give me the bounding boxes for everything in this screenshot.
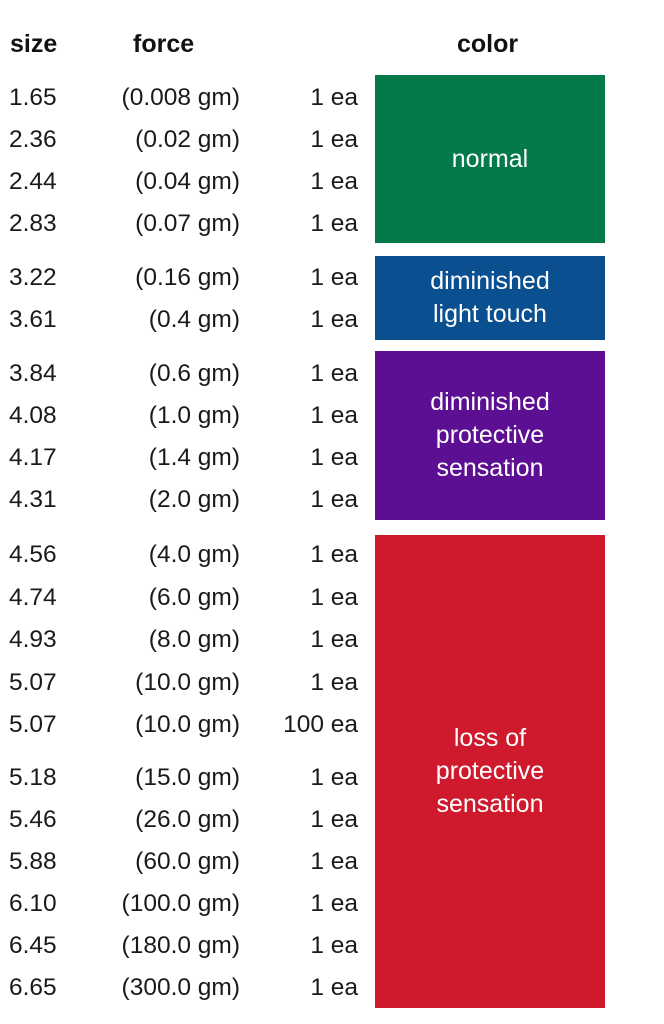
table-row: 6.10 (100.0 gm) 1 ea [0,888,372,920]
quantity-cell: 1 ea [310,360,358,387]
table-row: 5.07 (10.0 gm) 1 ea [0,667,372,699]
size-column-header: size [10,30,58,58]
force-cell: (10.0 gm) [135,669,240,696]
size-cell: 4.93 [9,626,57,653]
size-cell: 6.65 [9,974,57,1001]
size-cell: 3.61 [9,306,57,333]
band-label: diminished light touch [430,267,550,328]
band-label: loss of protective sensation [435,724,545,818]
band-loss-of-protective-sensation: loss of protective sensation [375,535,605,1008]
quantity-cell: 1 ea [310,848,358,875]
band-diminished-protective-sensation: diminished protective sensation [375,351,605,520]
band-normal: normal [375,75,605,243]
size-cell: 6.10 [9,890,57,917]
size-cell: 1.65 [9,84,57,111]
table-row: 2.36 (0.02 gm) 1 ea [0,124,372,156]
quantity-cell: 1 ea [310,402,358,429]
table-row: 4.17 (1.4 gm) 1 ea [0,442,372,474]
quantity-cell: 1 ea [310,210,358,237]
force-cell: (0.07 gm) [135,210,240,237]
force-cell: (60.0 gm) [135,848,240,875]
table-row: 3.22 (0.16 gm) 1 ea [0,262,372,294]
quantity-cell: 1 ea [310,126,358,153]
table-row: 5.07 (10.0 gm) 100 ea [0,709,372,741]
table-row: 4.08 (1.0 gm) 1 ea [0,400,372,432]
table-row: 4.93 (8.0 gm) 1 ea [0,624,372,656]
force-cell: (300.0 gm) [121,974,240,1001]
table-row: 5.18 (15.0 gm) 1 ea [0,762,372,794]
size-cell: 4.31 [9,486,57,513]
force-cell: (10.0 gm) [135,711,240,738]
color-column-header: color [457,30,519,58]
quantity-cell: 1 ea [310,890,358,917]
table-row: 2.44 (0.04 gm) 1 ea [0,166,372,198]
table-row: 4.56 (4.0 gm) 1 ea [0,539,372,571]
band-diminished-light-touch: diminished light touch [375,256,605,340]
quantity-cell: 1 ea [310,669,358,696]
size-cell: 5.07 [9,711,57,738]
quantity-cell: 1 ea [310,84,358,111]
quantity-cell: 1 ea [310,541,358,568]
force-cell: (0.16 gm) [135,264,240,291]
size-cell: 5.46 [9,806,57,833]
size-cell: 2.83 [9,210,57,237]
force-cell: (0.4 gm) [148,306,240,333]
force-cell: (0.02 gm) [135,126,240,153]
force-cell: (1.4 gm) [148,444,240,471]
table-row: 2.83 (0.07 gm) 1 ea [0,208,372,240]
table-row: 6.45 (180.0 gm) 1 ea [0,930,372,962]
force-cell: (1.0 gm) [148,402,240,429]
size-cell: 4.08 [9,402,57,429]
force-cell: (2.0 gm) [148,486,240,513]
size-cell: 2.44 [9,168,57,195]
size-cell: 5.88 [9,848,57,875]
force-cell: (15.0 gm) [135,764,240,791]
table-row: 3.84 (0.6 gm) 1 ea [0,358,372,390]
size-cell: 2.36 [9,126,57,153]
force-cell: (4.0 gm) [148,541,240,568]
quantity-cell: 1 ea [310,584,358,611]
force-cell: (100.0 gm) [121,890,240,917]
force-column-header: force [133,30,195,58]
table-row: 3.61 (0.4 gm) 1 ea [0,304,372,336]
table-row: 4.74 (6.0 gm) 1 ea [0,582,372,614]
quantity-cell: 100 ea [283,711,358,738]
size-cell: 4.74 [9,584,57,611]
size-cell: 5.18 [9,764,57,791]
size-cell: 6.45 [9,932,57,959]
size-cell: 4.17 [9,444,57,471]
table-row: 5.88 (60.0 gm) 1 ea [0,846,372,878]
quantity-cell: 1 ea [310,264,358,291]
band-label: diminished protective sensation [430,388,550,482]
quantity-cell: 1 ea [310,444,358,471]
force-cell: (0.008 gm) [121,84,240,111]
quantity-cell: 1 ea [310,764,358,791]
size-cell: 5.07 [9,669,57,696]
table-row: 1.65 (0.008 gm) 1 ea [0,82,372,114]
force-cell: (6.0 gm) [148,584,240,611]
force-cell: (26.0 gm) [135,806,240,833]
force-cell: (0.04 gm) [135,168,240,195]
force-cell: (180.0 gm) [121,932,240,959]
quantity-cell: 1 ea [310,168,358,195]
band-label: normal [451,144,529,173]
size-cell: 3.84 [9,360,57,387]
quantity-cell: 1 ea [310,806,358,833]
size-cell: 4.56 [9,541,57,568]
size-cell: 3.22 [9,264,57,291]
force-cell: (8.0 gm) [148,626,240,653]
quantity-cell: 1 ea [310,306,358,333]
quantity-cell: 1 ea [310,626,358,653]
force-cell: (0.6 gm) [148,360,240,387]
table-row: 6.65 (300.0 gm) 1 ea [0,972,372,1004]
quantity-cell: 1 ea [310,932,358,959]
table-row: 5.46 (26.0 gm) 1 ea [0,804,372,836]
quantity-cell: 1 ea [310,974,358,1001]
quantity-cell: 1 ea [310,486,358,513]
table-row: 4.31 (2.0 gm) 1 ea [0,484,372,516]
